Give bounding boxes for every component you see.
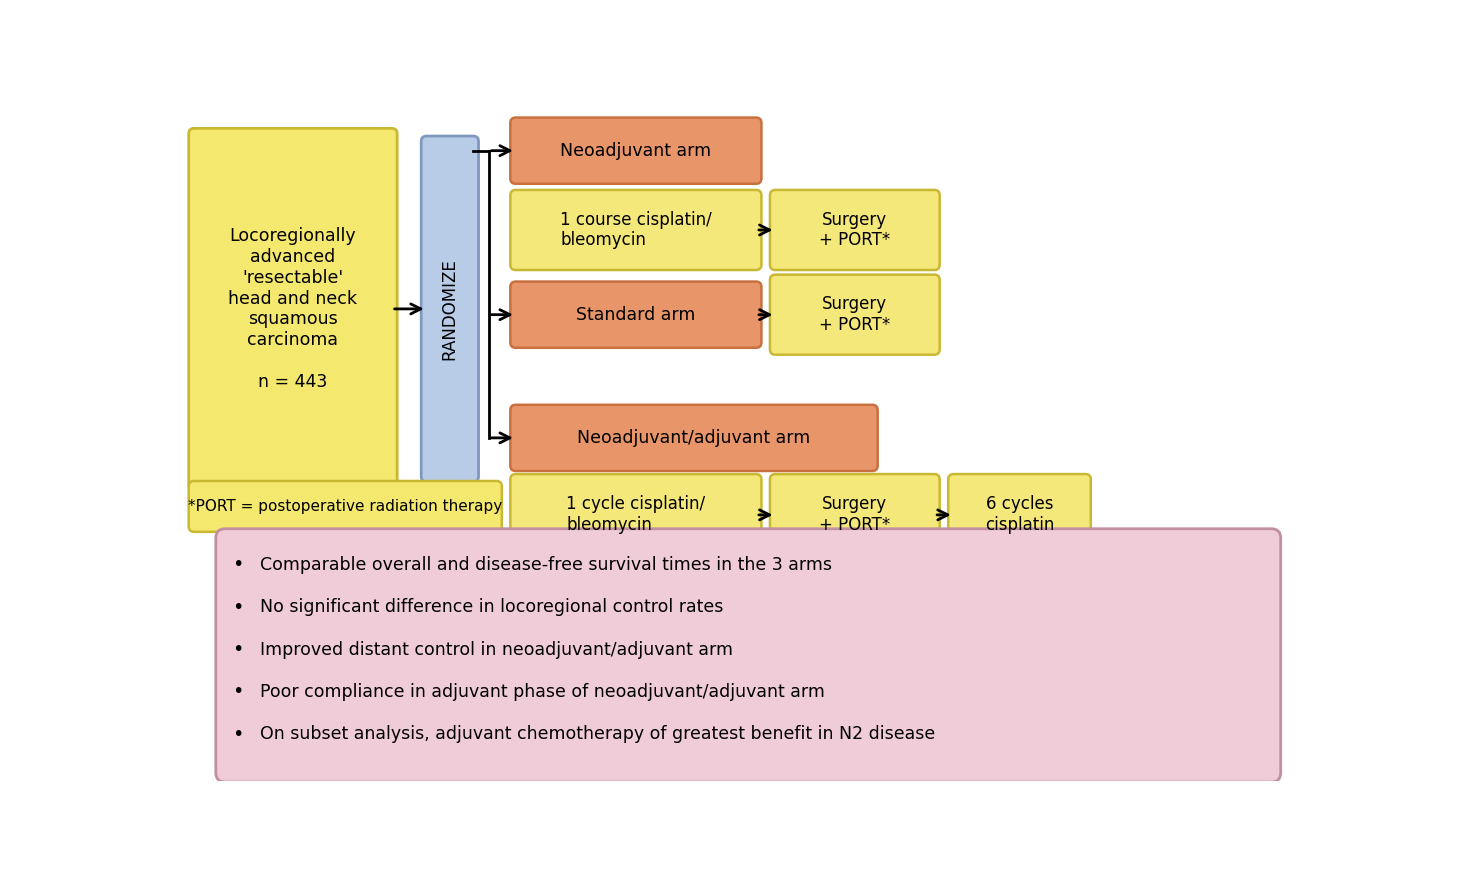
Text: •: • bbox=[232, 640, 244, 660]
FancyBboxPatch shape bbox=[188, 481, 502, 531]
FancyBboxPatch shape bbox=[948, 474, 1091, 556]
FancyBboxPatch shape bbox=[511, 282, 762, 348]
Text: Comparable overall and disease-free survival times in the 3 arms: Comparable overall and disease-free surv… bbox=[260, 556, 832, 574]
FancyBboxPatch shape bbox=[769, 275, 940, 354]
FancyBboxPatch shape bbox=[420, 136, 479, 481]
FancyBboxPatch shape bbox=[188, 128, 397, 489]
FancyBboxPatch shape bbox=[511, 118, 762, 184]
Text: 6 cycles
cisplatin: 6 cycles cisplatin bbox=[986, 496, 1054, 534]
Text: Surgery
+ PORT*: Surgery + PORT* bbox=[819, 296, 891, 334]
Text: 1 cycle cisplatin/
bleomycin: 1 cycle cisplatin/ bleomycin bbox=[566, 496, 705, 534]
Text: Locoregionally
advanced
'resectable'
head and neck
squamous
carcinoma

n = 443: Locoregionally advanced 'resectable' hea… bbox=[228, 227, 358, 391]
Text: RANDOMIZE: RANDOMIZE bbox=[441, 258, 458, 360]
Text: •: • bbox=[232, 555, 244, 574]
Text: Neoadjuvant arm: Neoadjuvant arm bbox=[561, 142, 711, 160]
FancyBboxPatch shape bbox=[511, 405, 877, 471]
FancyBboxPatch shape bbox=[216, 529, 1280, 782]
Text: Surgery
+ PORT*: Surgery + PORT* bbox=[819, 496, 891, 534]
FancyBboxPatch shape bbox=[769, 474, 940, 556]
Text: 1 course cisplatin/
bleomycin: 1 course cisplatin/ bleomycin bbox=[561, 210, 712, 249]
FancyBboxPatch shape bbox=[511, 474, 762, 556]
Text: Surgery
+ PORT*: Surgery + PORT* bbox=[819, 210, 891, 249]
FancyBboxPatch shape bbox=[511, 190, 762, 270]
Text: No significant difference in locoregional control rates: No significant difference in locoregiona… bbox=[260, 598, 723, 617]
FancyBboxPatch shape bbox=[769, 190, 940, 270]
Text: •: • bbox=[232, 682, 244, 702]
Text: Standard arm: Standard arm bbox=[577, 306, 695, 324]
Text: •: • bbox=[232, 598, 244, 617]
Text: Improved distant control in neoadjuvant/adjuvant arm: Improved distant control in neoadjuvant/… bbox=[260, 640, 733, 659]
Text: On subset analysis, adjuvant chemotherapy of greatest benefit in N2 disease: On subset analysis, adjuvant chemotherap… bbox=[260, 725, 936, 744]
Text: *PORT = postoperative radiation therapy: *PORT = postoperative radiation therapy bbox=[188, 499, 502, 514]
Text: •: • bbox=[232, 724, 244, 744]
Text: Poor compliance in adjuvant phase of neoadjuvant/adjuvant arm: Poor compliance in adjuvant phase of neo… bbox=[260, 683, 825, 701]
Text: Neoadjuvant/adjuvant arm: Neoadjuvant/adjuvant arm bbox=[577, 429, 810, 447]
